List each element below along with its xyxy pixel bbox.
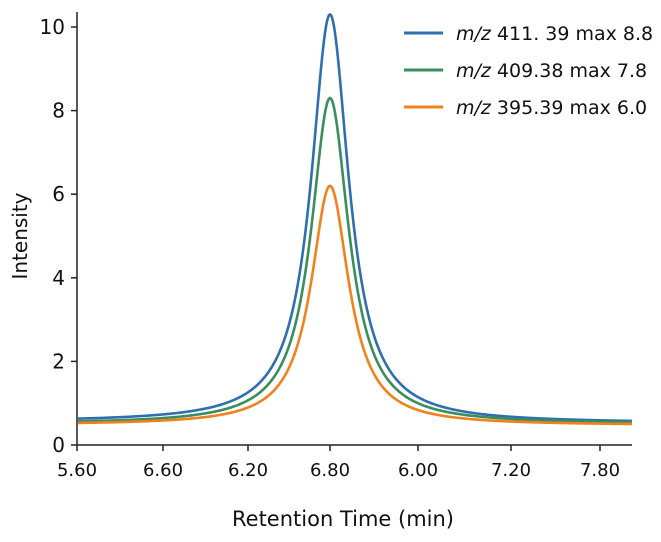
x-tick-label: 6.00 [398, 460, 438, 481]
legend-label: m/z 395.39 max 6.0 [456, 97, 647, 119]
legend-label: m/z 409.38 max 7.8 [456, 60, 647, 82]
x-tick-label: 5.60 [57, 460, 97, 481]
x-tick-label: 6.80 [310, 460, 350, 481]
y-axis-label: Intensity [8, 192, 32, 279]
x-tick-label: 7.80 [580, 460, 620, 481]
y-tick-label: 0 [52, 433, 65, 457]
series-lines [77, 12, 633, 426]
y-tick-label: 6 [52, 182, 65, 206]
series-line-1 [77, 96, 633, 424]
series-line-0 [77, 12, 633, 423]
y-tick-label: 10 [40, 15, 65, 39]
y-tick-label: 8 [52, 99, 65, 123]
legend: m/z 411. 39 max 8.8 m/z 409.38 max 7.8 m/z… [404, 23, 653, 119]
y-tick-label: 2 [52, 349, 65, 373]
axes: 0 2 4 6 8 10 5.60 6.60 6.20 6.80 6.00 7.20 7.80 [40, 12, 632, 481]
legend-label: m/z 411. 39 max 8.8 [456, 23, 653, 45]
x-tick-label: 6.20 [228, 460, 268, 481]
y-tick-label: 4 [52, 266, 65, 290]
x-axis-label: Retention Time (min) [232, 507, 454, 531]
x-tick-label: 7.20 [491, 460, 531, 481]
series-line-2 [77, 184, 633, 426]
x-tick-label: 6.60 [143, 460, 183, 481]
